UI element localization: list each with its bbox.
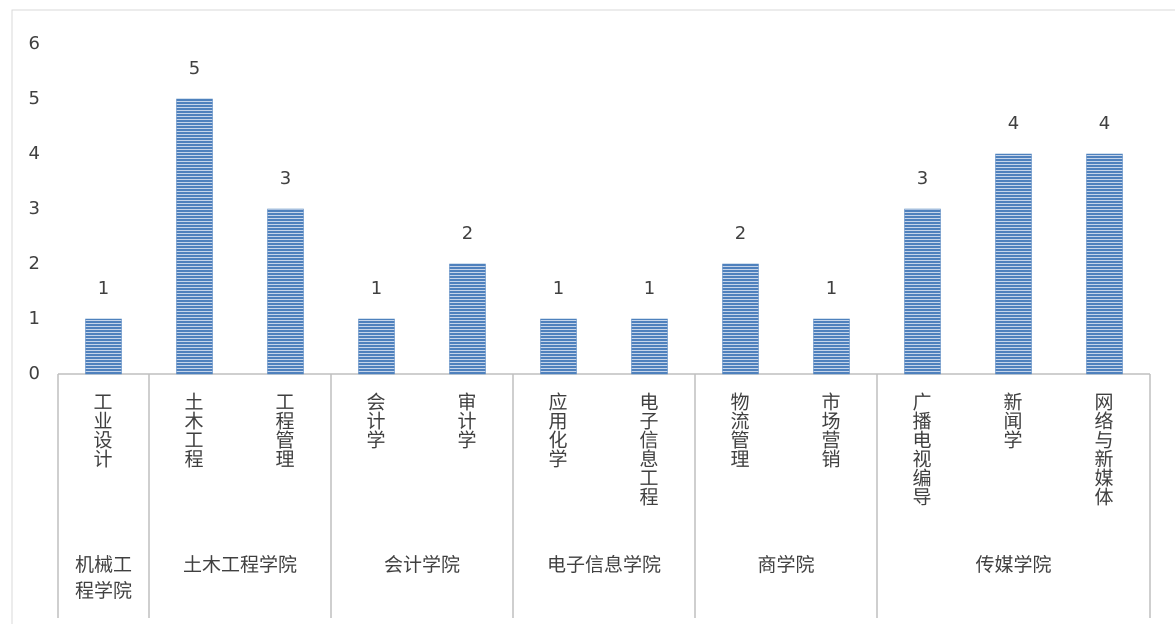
bar (449, 263, 486, 375)
x-tick-label: 应用化学 (545, 392, 568, 468)
value-label: 1 (553, 278, 564, 299)
x-tick-label: 审计学 (454, 392, 477, 449)
x-tick-label: 新闻学 (1000, 392, 1023, 449)
value-label: 3 (280, 168, 291, 189)
y-tick-label: 3 (29, 198, 40, 219)
value-label: 1 (98, 278, 109, 299)
x-tick-label: 会计学 (363, 392, 386, 449)
value-label: 5 (189, 58, 200, 79)
x-tick-label: 市场营销 (818, 392, 841, 468)
value-label: 1 (644, 278, 655, 299)
x-tick-label: 物流管理 (727, 392, 750, 468)
x-tick-label: 网络与新媒体 (1091, 392, 1114, 506)
bar (358, 318, 395, 375)
y-tick-label: 1 (29, 308, 40, 329)
chart-border (11, 9, 1175, 624)
x-tick-label: 土木工程 (181, 392, 204, 468)
y-tick-label: 4 (29, 143, 40, 164)
x-tick-label: 电子信息工程 (636, 392, 659, 506)
y-tick-label: 2 (29, 253, 40, 274)
y-tick-label: 6 (29, 33, 40, 54)
bar (176, 98, 213, 375)
group-label: 商学院 (757, 554, 815, 576)
value-label: 1 (371, 278, 382, 299)
value-label: 1 (826, 278, 837, 299)
group-label: 机械工程学院 (74, 554, 132, 602)
value-label: 2 (735, 223, 746, 244)
bar (813, 318, 850, 375)
bar (722, 263, 759, 375)
bar (540, 318, 577, 375)
value-label: 4 (1099, 113, 1110, 134)
y-tick-label: 0 (29, 363, 40, 384)
x-tick-label: 工程管理 (272, 392, 295, 468)
group-label: 会计学院 (383, 554, 460, 576)
bar (904, 208, 941, 375)
bar (1086, 153, 1123, 375)
value-label: 3 (917, 168, 928, 189)
value-label: 4 (1008, 113, 1019, 134)
bar (631, 318, 668, 375)
group-label: 土木工程学院 (182, 554, 297, 576)
value-label: 2 (462, 223, 473, 244)
bar (267, 208, 304, 375)
bar (995, 153, 1032, 375)
group-label: 传媒学院 (975, 554, 1052, 576)
x-tick-label: 广播电视编导 (909, 392, 932, 506)
y-tick-label: 5 (29, 88, 40, 109)
bar (85, 318, 122, 375)
x-tick-label: 工业设计 (90, 392, 113, 468)
group-label: 电子信息学院 (546, 554, 661, 576)
